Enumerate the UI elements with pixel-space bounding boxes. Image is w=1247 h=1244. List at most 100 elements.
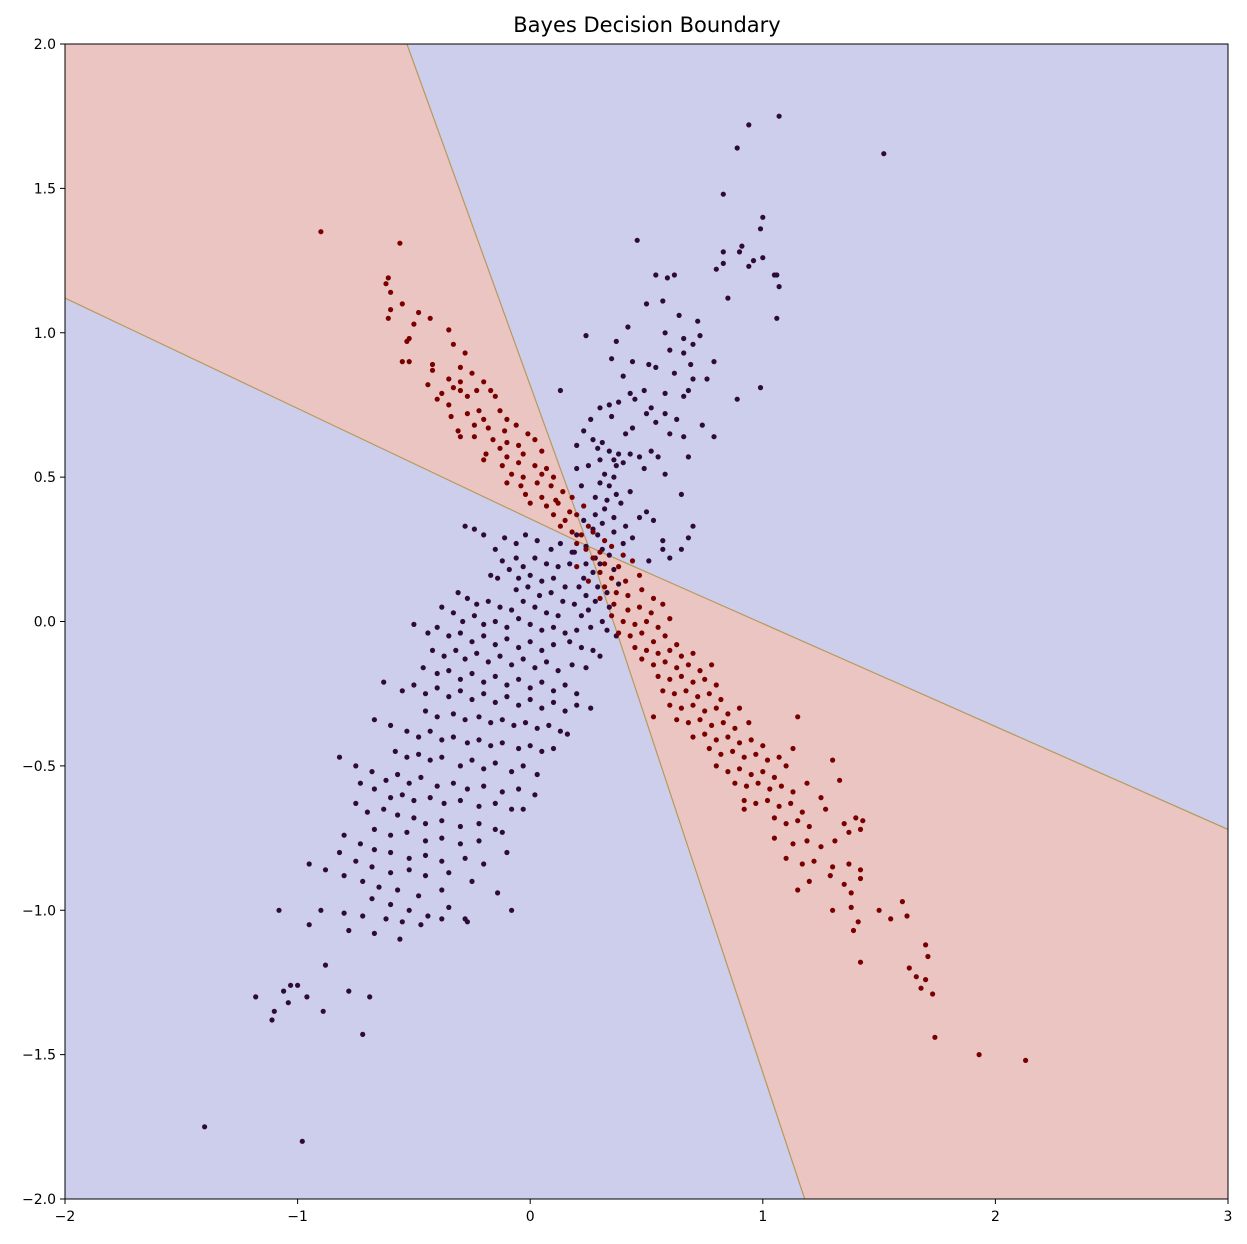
class-b-region-0 (65, 44, 589, 547)
data-point (434, 670, 440, 677)
data-point (848, 904, 854, 911)
data-point (497, 445, 503, 451)
data-point (609, 613, 615, 619)
data-point (620, 552, 626, 558)
data-point (585, 523, 592, 529)
data-point (776, 803, 782, 809)
data-point (662, 390, 668, 396)
data-point (543, 561, 550, 567)
data-point (583, 665, 589, 671)
data-point (520, 656, 526, 662)
data-point (736, 249, 743, 255)
data-point (746, 122, 752, 128)
data-point (306, 861, 312, 867)
data-point (655, 673, 661, 680)
data-point (520, 763, 526, 769)
data-point (281, 988, 287, 994)
data-point (425, 913, 431, 919)
data-point (746, 720, 752, 726)
class-b-regions (65, 44, 1228, 1199)
data-point (548, 483, 554, 489)
data-point (643, 301, 650, 307)
data-point (446, 327, 452, 333)
data-point (578, 613, 585, 619)
data-point (446, 870, 452, 876)
data-point (583, 561, 589, 567)
data-point (860, 818, 866, 824)
data-point (655, 650, 661, 656)
data-point (504, 416, 510, 422)
data-point (527, 743, 533, 749)
data-point (636, 454, 643, 460)
data-point (462, 350, 468, 356)
data-point (650, 639, 657, 645)
data-point (485, 598, 491, 604)
data-point (702, 731, 708, 737)
data-point (595, 532, 601, 538)
data-point (439, 858, 445, 864)
data-point (629, 425, 636, 431)
data-point (725, 769, 731, 775)
data-point (574, 540, 580, 547)
data-point (823, 806, 829, 812)
data-point (371, 826, 377, 833)
data-point (469, 370, 475, 376)
class-a-region-0 (406, 44, 1228, 830)
data-point (513, 422, 519, 428)
data-point (513, 587, 519, 593)
data-point (476, 838, 482, 844)
data-point (748, 737, 754, 743)
data-point (736, 705, 743, 711)
data-point (664, 275, 671, 281)
data-point (490, 437, 496, 443)
data-point (404, 728, 410, 734)
data-point (485, 659, 491, 665)
data-point (567, 639, 573, 645)
data-point (641, 465, 647, 472)
data-point (1023, 1057, 1029, 1063)
data-point (520, 474, 526, 480)
data-point (688, 361, 694, 368)
x-tick-label: −1 (287, 1209, 308, 1225)
data-point (469, 696, 475, 703)
data-point (504, 454, 510, 460)
data-point (639, 587, 645, 593)
data-point (453, 647, 459, 654)
data-point (457, 763, 463, 769)
data-point (539, 448, 545, 454)
data-point (841, 881, 847, 887)
data-point (667, 347, 673, 353)
data-point (439, 754, 445, 760)
data-point (557, 387, 564, 394)
data-point (476, 408, 482, 414)
x-tick-label: 3 (1224, 1209, 1233, 1225)
data-point (522, 491, 529, 497)
data-point (411, 321, 417, 327)
data-point (597, 595, 603, 602)
plot-area (65, 44, 1228, 1199)
data-point (516, 786, 522, 792)
data-point (923, 942, 929, 948)
data-point (702, 708, 708, 714)
data-point (564, 731, 571, 737)
data-point (462, 717, 468, 723)
data-point (395, 812, 401, 818)
data-point (457, 676, 463, 682)
data-point (539, 627, 545, 633)
data-point (592, 512, 598, 518)
data-point (636, 604, 643, 610)
data-point (611, 601, 617, 607)
data-point (671, 272, 678, 278)
data-point (427, 315, 433, 321)
data-point (569, 549, 575, 555)
data-point (481, 457, 487, 463)
data-point (353, 858, 359, 864)
data-point (469, 639, 475, 645)
data-point (562, 517, 568, 524)
data-point (457, 841, 463, 847)
data-point (539, 705, 545, 711)
data-point (830, 757, 836, 763)
data-point (636, 572, 643, 578)
data-point (653, 364, 659, 370)
data-point (539, 679, 545, 685)
